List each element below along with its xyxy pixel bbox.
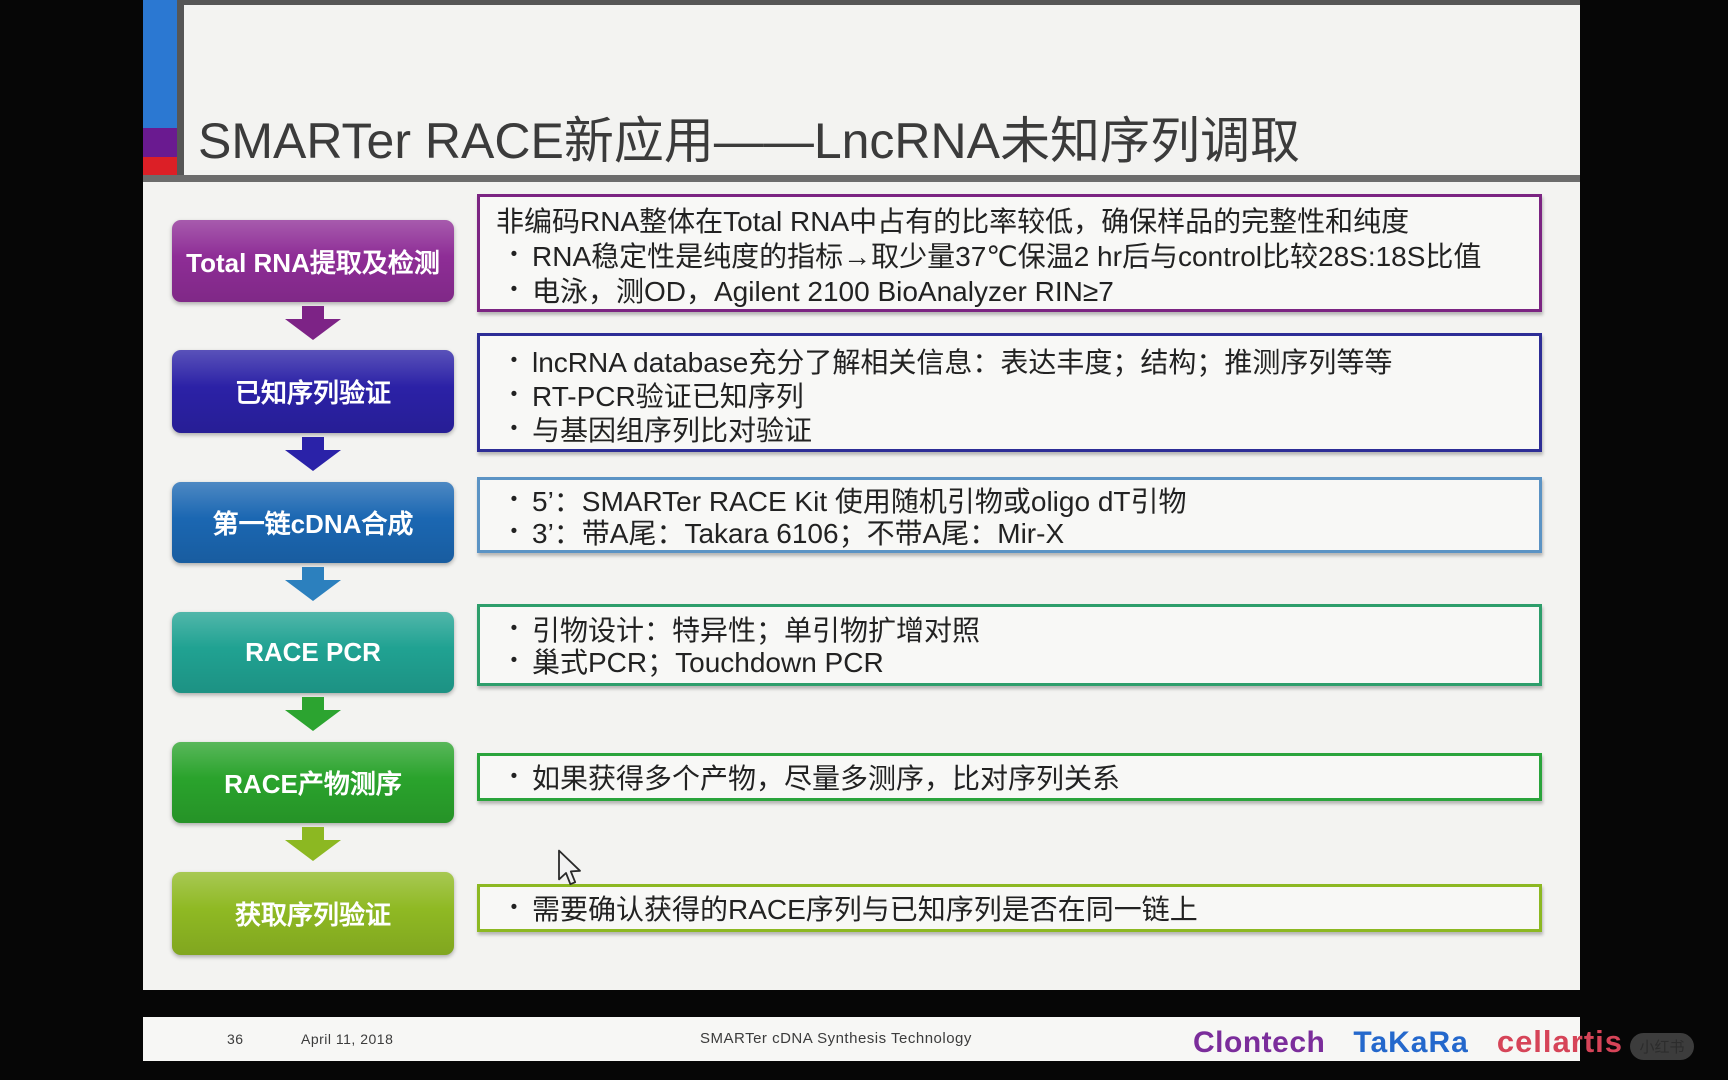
panel-line: • 与基因组序列比对验证	[496, 412, 1531, 446]
arrow-shaft	[302, 827, 324, 840]
cellartis-logo: cellartis	[1496, 1024, 1624, 1059]
mouse-cursor-icon	[556, 849, 584, 894]
bullet-dot: •	[510, 418, 518, 439]
flow-step-race-product-sequencing: RACE产物测序	[172, 742, 454, 823]
flow-step-label: 已知序列验证	[234, 378, 391, 408]
flow-step-sequence-validation: 获取序列验证	[172, 872, 454, 955]
bullet-dot: •	[510, 521, 518, 542]
panel-text: 非编码RNA整体在Total RNA中占有的比率较低，确保样品的完整性和纯度	[496, 205, 1410, 237]
flow-arrow-4	[172, 697, 454, 731]
panel-text: 引物设计：特异性；单引物扩增对照	[532, 615, 981, 646]
panel-line: • RNA稳定性是纯度的指标→取少量37℃保温2 hr后与control比较28…	[496, 237, 1531, 272]
flow-step-known-sequence: 已知序列验证	[172, 350, 454, 433]
bullet-dot: •	[510, 243, 518, 265]
clontech-logo: Clontech	[1193, 1026, 1326, 1059]
arrow-shaft	[302, 306, 324, 319]
watermark-badge: 小红书	[1630, 1033, 1694, 1060]
panel-text: 电泳，测OD，Agilent 2100 BioAnalyzer RIN≥7	[532, 275, 1114, 307]
bullet-dot: •	[510, 350, 518, 371]
flow-arrow-5	[172, 827, 454, 861]
bullet-dot: •	[510, 489, 518, 510]
panel-text: RT-PCR验证已知序列	[532, 381, 804, 412]
panel-race-pcr: • 引物设计：特异性；单引物扩增对照 • 巢式PCR；Touchdown PCR	[477, 604, 1542, 686]
panel-text: 如果获得多个产物，尽量多测序，比对序列关系	[532, 763, 1121, 794]
footer-date: April 11, 2018	[301, 1031, 394, 1047]
corner-stripe-blue	[143, 0, 177, 128]
flow-step-label: 第一链cDNA合成	[212, 509, 414, 539]
panel-sequence-validation: • 需要确认获得的RACE序列与已知序列是否在同一链上	[477, 884, 1542, 932]
bullet-dot: •	[510, 650, 518, 671]
bullet-dot: •	[510, 384, 518, 405]
panel-text: RNA稳定性是纯度的指标→取少量37℃保温2 hr后与control比较28S:…	[532, 240, 1482, 272]
arrow-head-icon	[285, 319, 341, 340]
arrow-shaft	[302, 437, 324, 450]
page-number: 36	[227, 1031, 244, 1047]
flow-step-label: RACE PCR	[245, 637, 381, 667]
footer-bar	[143, 1017, 1580, 1061]
title-frame-top	[177, 0, 1580, 5]
panel-line: • 5’：SMARTer RACE Kit 使用随机引物或oligo dT引物	[496, 484, 1531, 517]
panel-line: 非编码RNA整体在Total RNA中占有的比率较低，确保样品的完整性和纯度	[496, 202, 1531, 237]
panel-text: 与基因组序列比对验证	[532, 415, 813, 446]
footer-title: SMARTer cDNA Synthesis Technology	[700, 1030, 972, 1047]
panel-line: • 需要确认获得的RACE序列与已知序列是否在同一链上	[496, 888, 1198, 928]
flow-step-race-pcr: RACE PCR	[172, 612, 454, 693]
panel-known-sequence: • lncRNA database充分了解相关信息：表达丰度；结构；推测序列等等…	[477, 333, 1542, 452]
title-divider	[143, 175, 1580, 182]
panel-line: • 巢式PCR；Touchdown PCR	[496, 645, 1531, 678]
panel-race-product-sequencing: • 如果获得多个产物，尽量多测序，比对序列关系	[477, 753, 1542, 801]
bullet-dot: •	[510, 766, 518, 787]
flow-step-total-rna: Total RNA提取及检测	[172, 220, 454, 302]
panel-text: 需要确认获得的RACE序列与已知序列是否在同一链上	[532, 894, 1198, 925]
panel-line: • RT-PCR验证已知序列	[496, 378, 1531, 412]
arrow-head-icon	[285, 710, 341, 731]
panel-text: 巢式PCR；Touchdown PCR	[532, 647, 884, 678]
takara-logo: TaKaRa	[1353, 1026, 1469, 1059]
panel-line: • 如果获得多个产物，尽量多测序，比对序列关系	[496, 757, 1120, 797]
arrow-shaft	[302, 567, 324, 580]
corner-stripe-purple	[143, 128, 177, 157]
corner-stripe-red	[143, 157, 177, 176]
arrow-head-icon	[285, 580, 341, 601]
panel-text: lncRNA database充分了解相关信息：表达丰度；结构；推测序列等等	[532, 347, 1393, 378]
arrow-head-icon	[285, 840, 341, 861]
title-frame-left	[177, 0, 184, 176]
arrow-head-icon	[285, 450, 341, 471]
panel-text: 3’：带A尾：Takara 6106；不带A尾：Mir-X	[532, 518, 1065, 549]
flow-arrow-2	[172, 437, 454, 471]
flow-step-first-strand-cdna: 第一链cDNA合成	[172, 482, 454, 563]
flow-arrow-1	[172, 306, 454, 340]
panel-first-strand-cdna: • 5’：SMARTer RACE Kit 使用随机引物或oligo dT引物 …	[477, 477, 1542, 553]
panel-line: • 3’：带A尾：Takara 6106；不带A尾：Mir-X	[496, 516, 1531, 549]
bullet-dot: •	[510, 278, 518, 300]
panel-line: • lncRNA database充分了解相关信息：表达丰度；结构；推测序列等等	[496, 344, 1531, 378]
panel-line: • 电泳，测OD，Agilent 2100 BioAnalyzer RIN≥7	[496, 272, 1531, 307]
flow-step-label: RACE产物测序	[224, 769, 402, 799]
arrow-shaft	[302, 697, 324, 710]
bullet-dot: •	[510, 618, 518, 639]
panel-line: • 引物设计：特异性；单引物扩增对照	[496, 613, 1531, 646]
panel-total-rna: 非编码RNA整体在Total RNA中占有的比率较低，确保样品的完整性和纯度 •…	[477, 194, 1542, 312]
panel-text: 5’：SMARTer RACE Kit 使用随机引物或oligo dT引物	[532, 486, 1187, 517]
flow-arrow-3	[172, 567, 454, 601]
bullet-dot: •	[510, 897, 518, 918]
brand-logos: Clontech TaKaRa cellartis	[1193, 1024, 1623, 1060]
flow-step-label: 获取序列验证	[234, 900, 391, 930]
slide-title: SMARTer RACE新应用——LncRNA未知序列调取	[198, 113, 1301, 169]
flow-step-label: Total RNA提取及检测	[186, 247, 440, 278]
